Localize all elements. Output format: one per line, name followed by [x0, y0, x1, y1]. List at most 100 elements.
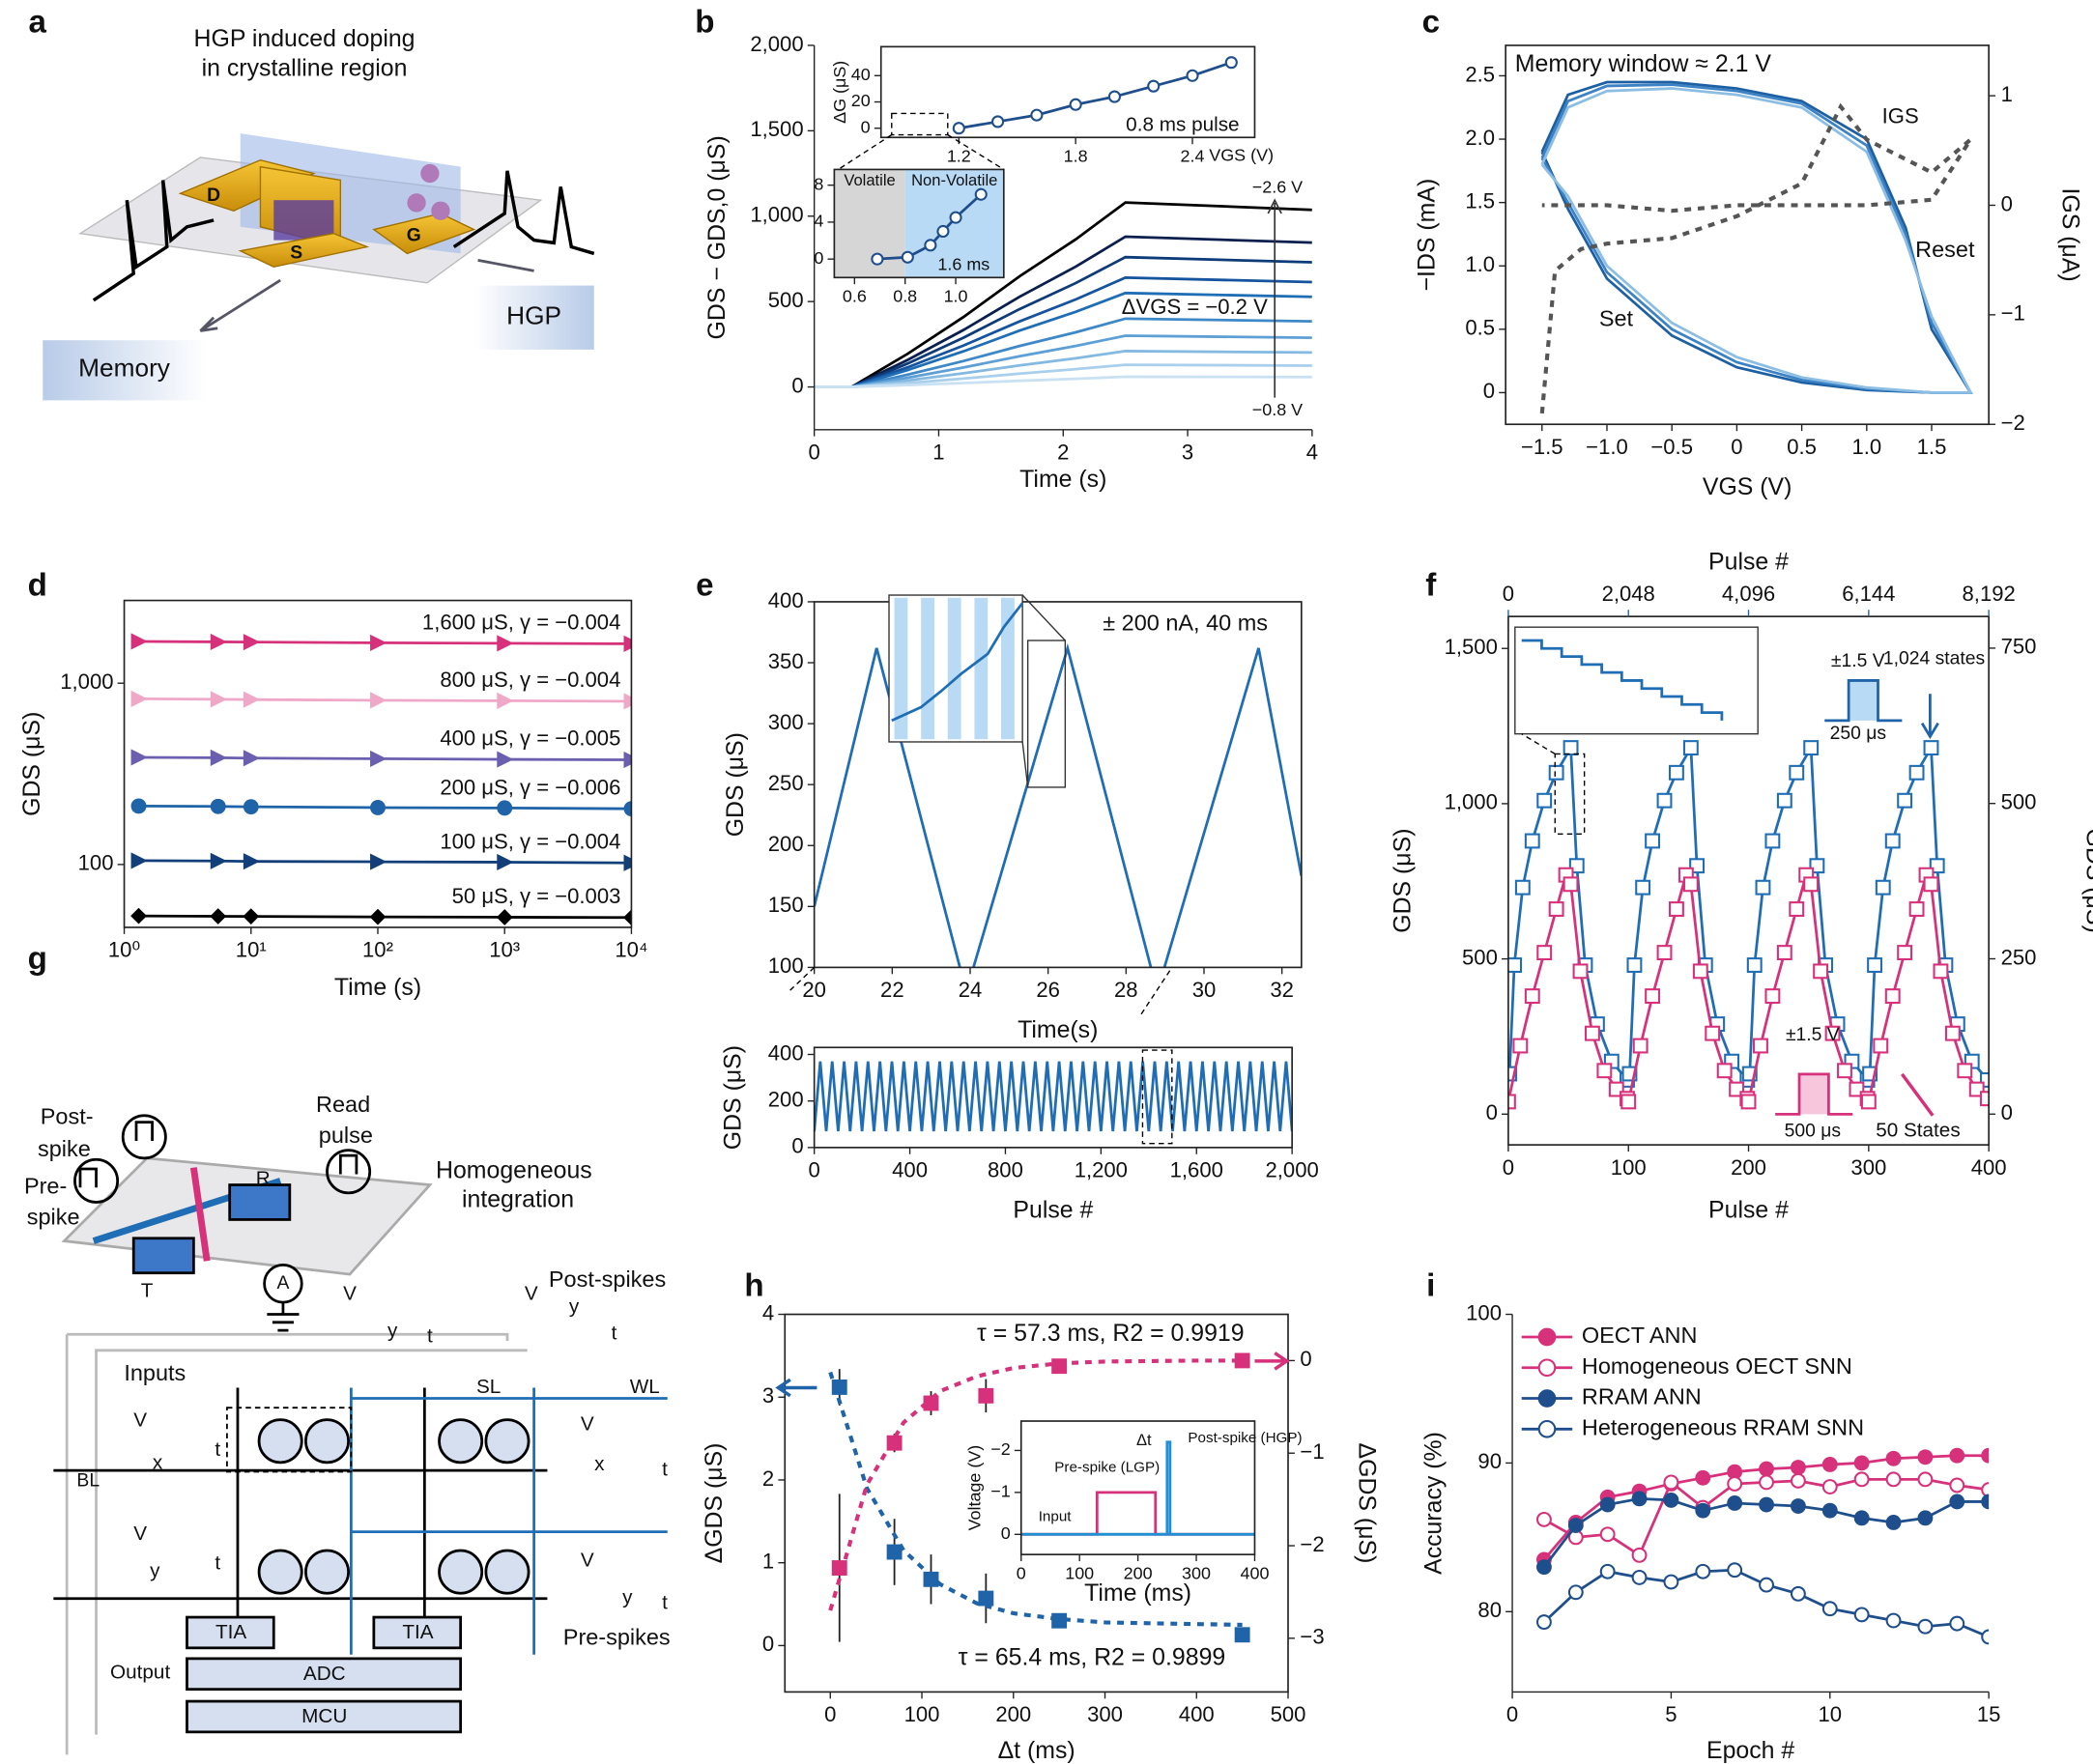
diagram-label: t	[662, 1459, 668, 1481]
connector	[1021, 594, 1066, 788]
marker	[1853, 1510, 1870, 1526]
zoom-trace	[1521, 639, 1724, 721]
annotation: ±1.5 V	[1786, 1025, 1840, 1045]
cell	[304, 1418, 350, 1465]
marker	[1632, 1038, 1649, 1054]
x-tick-label: 800	[988, 1158, 1023, 1182]
marker	[497, 853, 514, 871]
x2-tick-label: 4,096	[1722, 582, 1775, 606]
hgp-box	[473, 285, 594, 350]
series-label: 100 μS, γ = −0.004	[440, 829, 620, 853]
arrow	[1267, 198, 1282, 398]
marker	[1949, 1447, 1965, 1464]
legend-label: RRAM ANN	[1582, 1384, 1702, 1409]
x-tick-label: 1.2	[947, 147, 971, 166]
y-tick-label: 400	[768, 588, 804, 612]
marker	[497, 692, 514, 709]
annotation: Memory window ≈ 2.1 V	[1515, 50, 1772, 77]
x-tick-label: 3	[1182, 440, 1193, 464]
marker	[1548, 901, 1564, 917]
diagram-title: HGP induced doping	[194, 25, 416, 52]
arrow	[1900, 1072, 1935, 1117]
y-tick-label: 0	[791, 1134, 803, 1158]
x-tick-label: 200	[995, 1702, 1031, 1726]
marker	[1567, 1518, 1584, 1533]
y-tick-label: 0	[762, 1632, 774, 1656]
diagram-label: TIA	[402, 1621, 433, 1643]
connector	[787, 966, 816, 994]
diagram-label: spike	[38, 1136, 91, 1161]
marker	[1776, 945, 1792, 961]
plot-area	[814, 201, 1312, 388]
legend-label: Heterogeneous RRAM SNN	[1582, 1415, 1864, 1440]
marker	[1631, 1569, 1648, 1585]
plot-area	[1507, 740, 1990, 1110]
stripe	[974, 597, 989, 740]
y-tick-label: 200	[768, 1088, 804, 1112]
marker	[1821, 1601, 1838, 1617]
marker	[1917, 1471, 1934, 1488]
series-line	[138, 859, 632, 865]
axis-frame	[879, 45, 1256, 139]
stripe	[1001, 597, 1015, 740]
x-tick-label: 1	[932, 440, 944, 464]
y2-tick-label: 0	[2001, 191, 2013, 215]
diagram-label: Pre-	[24, 1174, 67, 1199]
marker	[978, 1387, 994, 1404]
device-illustration	[43, 133, 595, 401]
x-tick-label: 0	[1503, 1155, 1514, 1180]
connector	[1521, 733, 1556, 754]
diagram-label: spike	[27, 1204, 80, 1229]
marker	[1535, 1614, 1552, 1631]
chart	[117, 599, 633, 934]
marker	[1803, 740, 1820, 756]
x-tick-label: 32	[1270, 978, 1294, 1002]
marker	[1981, 1482, 1990, 1498]
zoom-box	[1026, 640, 1067, 788]
panel-letter: g	[28, 941, 47, 977]
x-tick-label: 300	[1182, 1564, 1211, 1583]
annotation: 50 States	[1876, 1120, 1960, 1142]
pulse-circle	[73, 1157, 120, 1204]
marker	[1764, 988, 1781, 1005]
marker	[1524, 988, 1540, 1005]
marker	[1873, 1038, 1889, 1054]
marker	[1821, 1457, 1838, 1472]
y-tick-label: 100	[768, 953, 804, 978]
annotation: Reset	[1915, 237, 1975, 262]
x2-tick-label: 8,192	[1963, 582, 2016, 606]
diagram-label: BL	[76, 1470, 100, 1491]
diagram-label: T	[141, 1280, 154, 1302]
stripe	[947, 597, 961, 740]
annotation: ΔVGS = −0.2 V	[1122, 295, 1268, 319]
x-tick-label: 400	[892, 1158, 928, 1182]
marker	[1669, 764, 1684, 781]
cell	[304, 1549, 350, 1595]
diagram-label: V	[133, 1522, 147, 1545]
x-tick-label: 10²	[362, 938, 393, 962]
x-tick-label: 1.5	[1917, 435, 1947, 459]
series-line	[138, 640, 632, 645]
y-tick-label: 3	[762, 1383, 774, 1408]
diagram-label: x	[153, 1452, 163, 1474]
marker	[1790, 1498, 1806, 1514]
ground	[267, 1302, 300, 1332]
marker	[497, 800, 513, 816]
tia-box	[186, 1615, 275, 1650]
series-label: 400 μS, γ = −0.005	[440, 726, 620, 751]
x-tick-label: −1.5	[1521, 435, 1563, 459]
y-axis-label: GDS (μS)	[719, 1045, 746, 1150]
marker	[623, 854, 632, 871]
x-tick-label: 400	[1971, 1155, 2007, 1180]
x-tick-label: 0	[809, 440, 820, 464]
y-tick-label: 200	[768, 832, 804, 856]
y-tick-label: −1	[990, 1482, 1010, 1501]
marker	[130, 749, 148, 766]
plot-area	[834, 169, 1004, 278]
marker	[1548, 764, 1564, 781]
chart	[807, 1046, 1293, 1154]
x-tick-label: 30	[1192, 978, 1217, 1002]
marker	[1584, 1025, 1600, 1041]
x-tick-label: 22	[880, 978, 904, 1002]
diagram-label: Post-spikes	[549, 1266, 666, 1292]
